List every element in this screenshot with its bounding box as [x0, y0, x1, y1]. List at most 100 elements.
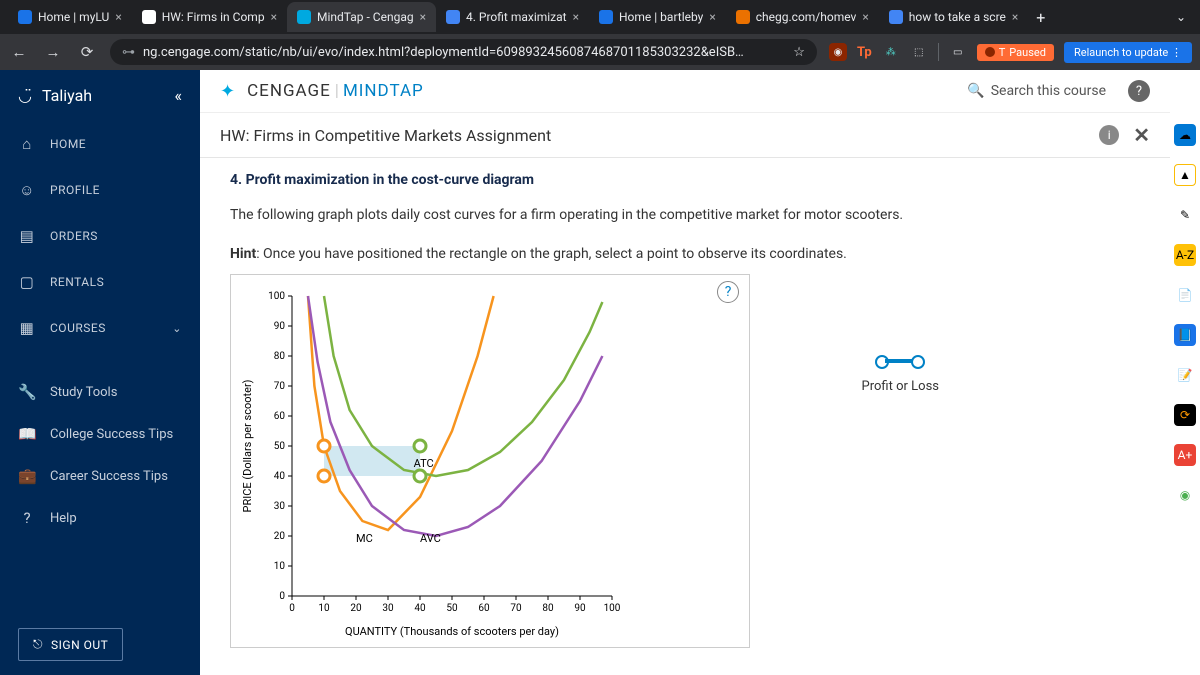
svg-text:20: 20: [350, 603, 362, 614]
tool-label: Study Tools: [50, 385, 117, 400]
collapse-sidebar-button[interactable]: «: [174, 86, 182, 105]
site-info-icon[interactable]: ⊶: [122, 45, 135, 60]
browser-tab[interactable]: chegg.com/homev ×: [726, 2, 879, 32]
question-hint: Hint: Once you have positioned the recta…: [230, 246, 1140, 262]
svg-text:AVC: AVC: [420, 532, 441, 545]
nav-icon: ⌂: [18, 135, 36, 153]
browser-tab[interactable]: Home | bartleby ×: [589, 2, 726, 32]
close-tab-icon[interactable]: ×: [1012, 10, 1018, 24]
help-button[interactable]: ?: [1128, 80, 1150, 102]
nav-icon: ▤: [18, 227, 36, 245]
svg-text:90: 90: [274, 321, 286, 332]
tool-icon: 🔧: [18, 383, 36, 401]
question-intro: The following graph plots daily cost cur…: [230, 204, 1140, 226]
nav-label: ORDERS: [50, 229, 98, 243]
svg-text:30: 30: [274, 501, 286, 512]
browser-tab[interactable]: HW: Firms in Comp ×: [132, 2, 287, 32]
profit-loss-tool[interactable]: Profit or Loss: [862, 355, 939, 394]
tab-title: HW: Firms in Comp: [162, 10, 265, 24]
cost-curve-chart[interactable]: 0102030405060708090100010203040506070809…: [237, 281, 627, 641]
sidebar-tool[interactable]: ? Help: [0, 497, 200, 539]
rail-app-icon[interactable]: 📄: [1174, 284, 1196, 306]
sidebar-item-orders[interactable]: ▤ ORDERS: [0, 213, 200, 259]
assignment-title: HW: Firms in Competitive Markets Assignm…: [220, 126, 551, 145]
rail-app-icon[interactable]: ✎: [1174, 204, 1196, 226]
svg-text:80: 80: [542, 603, 554, 614]
tool-icon: ?: [18, 509, 36, 527]
user-name: Taliyah: [42, 86, 92, 105]
info-button[interactable]: i: [1099, 125, 1119, 145]
ext-icon[interactable]: ◉: [829, 43, 847, 61]
search-course-button[interactable]: 🔍 Search this course: [967, 83, 1106, 99]
sidebar-tool[interactable]: 📖College Success Tips: [0, 413, 200, 455]
address-bar[interactable]: ⊶ ng.cengage.com/static/nb/ui/evo/index.…: [110, 39, 817, 65]
browser-toolbar: ← → ⟳ ⊶ ng.cengage.com/static/nb/ui/evo/…: [0, 34, 1200, 70]
forward-button[interactable]: →: [42, 43, 64, 61]
reload-button[interactable]: ⟳: [76, 43, 98, 61]
relaunch-button[interactable]: Relaunch to update ⋮: [1064, 42, 1192, 63]
chevron-down-icon: ⌄: [172, 322, 182, 335]
tool-label: Help: [50, 511, 77, 526]
svg-text:60: 60: [478, 603, 490, 614]
close-tab-icon[interactable]: ×: [709, 10, 715, 24]
rail-app-icon[interactable]: ⟳: [1174, 404, 1196, 426]
svg-text:ATC: ATC: [414, 457, 434, 470]
favicon: [18, 10, 32, 24]
close-tab-icon[interactable]: ×: [862, 10, 868, 24]
sidebar-item-profile[interactable]: ☺PROFILE: [0, 167, 200, 213]
sidebar-item-home[interactable]: ⌂HOME: [0, 121, 200, 167]
svg-text:0: 0: [289, 603, 295, 614]
nav-label: PROFILE: [50, 183, 100, 197]
graph-container: ? 01020304050607080901000102030405060708…: [230, 274, 750, 648]
close-assignment-button[interactable]: ✕: [1133, 123, 1150, 147]
close-tab-icon[interactable]: ×: [271, 10, 277, 24]
rail-app-icon[interactable]: ▲: [1174, 164, 1196, 186]
sidebar-item-courses[interactable]: ▦COURSES⌄: [0, 305, 200, 351]
close-tab-icon[interactable]: ×: [420, 10, 426, 24]
svg-text:10: 10: [274, 561, 286, 572]
rail-app-icon[interactable]: A+: [1174, 444, 1196, 466]
rail-app-icon[interactable]: ☁: [1174, 124, 1196, 146]
tab-title: chegg.com/homev: [756, 10, 857, 24]
browser-tab[interactable]: MindTap - Cengag×: [287, 2, 436, 32]
sidebar-tool[interactable]: 🔧 Study Tools: [0, 371, 200, 413]
nav-label: COURSES: [50, 321, 106, 335]
close-tab-icon[interactable]: ×: [573, 10, 579, 24]
svg-text:50: 50: [274, 441, 286, 452]
back-button[interactable]: ←: [8, 43, 30, 61]
favicon: [446, 10, 460, 24]
tabs-dropdown-icon[interactable]: ⌄: [1170, 10, 1192, 24]
ext-icon[interactable]: ▭: [949, 43, 967, 61]
graph-help-button[interactable]: ?: [717, 281, 739, 303]
svg-text:MC: MC: [356, 532, 373, 545]
svg-text:50: 50: [446, 603, 458, 614]
favicon: [297, 10, 311, 24]
sign-out-button[interactable]: ⎋ SIGN OUT: [18, 628, 123, 661]
cengage-logo-icon: ✦: [220, 81, 235, 102]
extension-icons: ◉ Tp ⁂ ⬚ ▭ T Paused Relaunch to update ⋮: [829, 42, 1192, 63]
profile-paused-badge[interactable]: T Paused: [977, 44, 1054, 61]
extensions-icon[interactable]: ⬚: [910, 43, 928, 61]
main-content: ✦ CENGAGE|MINDTAP 🔍 Search this course ?…: [200, 70, 1170, 675]
tab-title: Home | bartleby: [619, 10, 703, 24]
svg-text:70: 70: [510, 603, 522, 614]
question-content: 4. Profit maximization in the cost-curve…: [200, 158, 1170, 662]
close-tab-icon[interactable]: ×: [115, 10, 121, 24]
ext-icon[interactable]: Tp: [857, 45, 872, 60]
browser-tab[interactable]: Home | myLU×: [8, 2, 132, 32]
rail-app-icon[interactable]: 📘: [1174, 324, 1196, 346]
rail-app-icon[interactable]: ◉: [1174, 484, 1196, 506]
svg-text:40: 40: [414, 603, 426, 614]
sidebar-tool[interactable]: 💼Career Success Tips: [0, 455, 200, 497]
ext-icon[interactable]: ⁂: [882, 43, 900, 61]
browser-tab[interactable]: how to take a scre×: [879, 2, 1029, 32]
new-tab-button[interactable]: +: [1028, 8, 1053, 27]
tool-label: College Success Tips: [50, 427, 173, 442]
signout-icon: ⎋: [33, 637, 43, 652]
rail-app-icon[interactable]: A-Z: [1174, 244, 1196, 266]
sidebar-item-rentals[interactable]: ▢RENTALS: [0, 259, 200, 305]
svg-text:80: 80: [274, 351, 286, 362]
browser-tab[interactable]: 4. Profit maximizat×: [436, 2, 589, 32]
rail-app-icon[interactable]: 📝: [1174, 364, 1196, 386]
bookmark-star-icon[interactable]: ☆: [793, 45, 805, 60]
